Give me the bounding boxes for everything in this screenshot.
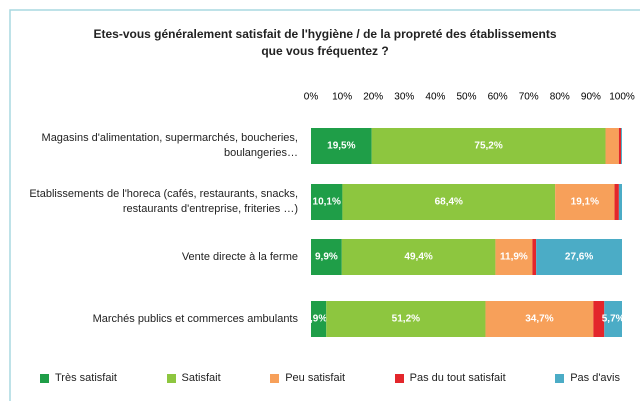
bar-segment [485, 301, 594, 337]
legend: Très satisfait Satisfait Peu satisfait Pas … [40, 372, 620, 384]
legend-swatch [555, 373, 565, 383]
legend-item: Pas d'avis [555, 372, 620, 384]
value-label: ,9% [310, 314, 327, 325]
bar-segment [495, 239, 533, 275]
bar-segment [311, 239, 342, 275]
legend-item: Peu satisfait [270, 372, 345, 384]
legend-swatch [270, 373, 280, 383]
bar-segment [604, 301, 622, 337]
x-tick-label: 100% [609, 92, 635, 103]
x-tick-label: 50% [456, 92, 476, 103]
bar-segment [342, 184, 556, 220]
bar-segment [621, 128, 622, 164]
category-label: Etablissements de l'horeca (cafés, resta… [29, 188, 298, 215]
chart-title: Etes-vous généralement satisfait de l'hy… [93, 27, 557, 58]
bar-segment [614, 184, 619, 220]
value-label: 19,1% [571, 197, 599, 208]
value-label: 19,5% [327, 141, 355, 152]
x-tick-label: 90% [581, 92, 601, 103]
legend-label: Très satisfait [55, 372, 117, 384]
x-tick-label: 20% [363, 92, 383, 103]
bar-segment [371, 128, 606, 164]
value-label: 27,6% [565, 252, 593, 263]
legend-item: Satisfait [166, 372, 221, 384]
x-tick-label: 60% [488, 92, 508, 103]
value-label: 75,2% [474, 141, 502, 152]
bar-segment [326, 301, 486, 337]
x-tick-label: 40% [425, 92, 445, 103]
legend-label: Peu satisfait [285, 372, 346, 384]
legend-item: Pas du tout satisfait [394, 372, 506, 384]
legend-swatch [40, 373, 49, 383]
legend-label: Pas du tout satisfait [409, 372, 506, 384]
x-tick-label: 70% [519, 92, 539, 103]
category-label: Marchés publics et commerces ambulants [92, 312, 298, 325]
bar-segment [311, 184, 343, 220]
bar-segment [311, 301, 327, 337]
legend-swatch [166, 373, 176, 383]
bar-segment [532, 239, 537, 275]
x-tick-label: 30% [394, 92, 414, 103]
legend-label: Pas d'avis [570, 372, 620, 384]
x-tick-label: 10% [332, 92, 352, 103]
value-label: 49,4% [404, 252, 432, 263]
bar-segment [593, 301, 605, 337]
bar-segment [605, 128, 619, 164]
value-label: 68,4% [435, 197, 463, 208]
frame [9, 9, 640, 401]
x-tick-label: 80% [550, 92, 570, 103]
x-tick-label: 0% [304, 92, 319, 103]
legend-swatch [394, 373, 404, 383]
value-label: 10,1% [313, 197, 341, 208]
bar-segment [341, 239, 496, 275]
bar-segment [618, 184, 622, 220]
legend-item: Très satisfait [40, 372, 117, 384]
bar-segment [536, 239, 622, 275]
bar-segment [555, 184, 615, 220]
value-label: 34,7% [525, 314, 553, 325]
value-label: 5,7% [602, 314, 625, 325]
value-label: 9,9% [315, 252, 338, 263]
category-label: Magasins d'alimentation, supermarchés, b… [41, 132, 298, 159]
legend-label: Satisfait [181, 372, 221, 384]
bar-segment [311, 128, 372, 164]
value-label: 51,2% [392, 314, 420, 325]
bar-segment [618, 128, 622, 164]
category-label: Vente directe à la ferme [181, 250, 298, 263]
value-label: 11,9% [500, 252, 528, 263]
